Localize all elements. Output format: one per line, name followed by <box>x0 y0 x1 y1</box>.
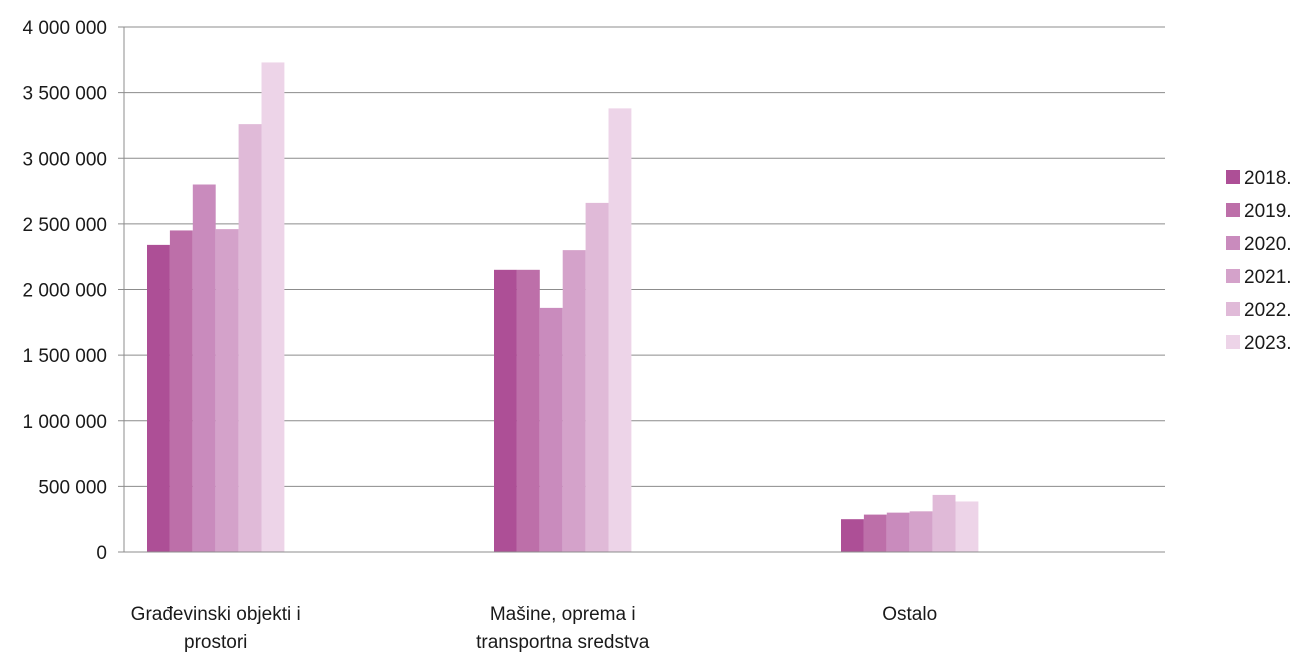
y-tick-label: 3 000 000 <box>22 149 107 170</box>
axes <box>123 27 1165 553</box>
y-axis-tick-labels: 0 500 000 1 000 000 1 500 000 2 000 000 2 500… <box>22 18 124 564</box>
y-tick-label: 4 000 000 <box>22 18 107 39</box>
bar <box>886 512 910 553</box>
bar <box>863 514 887 552</box>
bar <box>169 230 193 552</box>
category-label: Građevinski objekti i prostori <box>131 604 301 653</box>
legend: 2018. 2019. 2020. 2021. 2022. 2023. <box>1226 168 1292 354</box>
legend-swatch <box>1226 335 1240 349</box>
bar <box>841 519 864 552</box>
category-labels: Građevinski objekti i prostori Mašine, opr… <box>131 604 937 653</box>
y-tick-label: 0 <box>96 543 107 564</box>
y-tick-label: 1 000 000 <box>22 412 107 433</box>
y-tick-label: 2 500 000 <box>22 215 107 236</box>
bar <box>909 511 933 552</box>
bar <box>494 269 517 552</box>
legend-label: 2019. <box>1244 201 1292 222</box>
bar <box>261 62 285 552</box>
legend-swatch <box>1226 203 1240 217</box>
legend-label: 2021. <box>1244 267 1292 288</box>
bar <box>192 184 216 552</box>
bar <box>238 124 262 553</box>
legend-swatch <box>1226 170 1240 184</box>
bar <box>585 202 609 553</box>
y-tick-label: 2 000 000 <box>22 281 107 302</box>
bar <box>147 244 170 553</box>
y-tick-label: 1 500 000 <box>22 346 107 367</box>
bar <box>516 269 540 552</box>
legend-swatch <box>1226 236 1240 250</box>
bar <box>955 501 979 552</box>
category-label: Ostalo <box>882 604 937 625</box>
legend-swatch <box>1226 269 1240 283</box>
legend-label: 2020. <box>1244 234 1292 255</box>
y-tick-label: 3 500 000 <box>22 84 107 105</box>
bars <box>147 62 979 553</box>
bar <box>539 307 563 553</box>
category-label: Mašine, oprema i transportna sredstva <box>476 604 650 653</box>
y-tick-label: 500 000 <box>38 477 107 498</box>
bar <box>932 494 956 552</box>
legend-label: 2018. <box>1244 168 1292 189</box>
legend-swatch <box>1226 302 1240 316</box>
bar <box>215 229 239 553</box>
gridlines <box>124 26 1165 487</box>
bar <box>608 108 632 553</box>
legend-label: 2022. <box>1244 300 1292 321</box>
legend-label: 2023. <box>1244 333 1292 354</box>
bar <box>562 250 586 553</box>
